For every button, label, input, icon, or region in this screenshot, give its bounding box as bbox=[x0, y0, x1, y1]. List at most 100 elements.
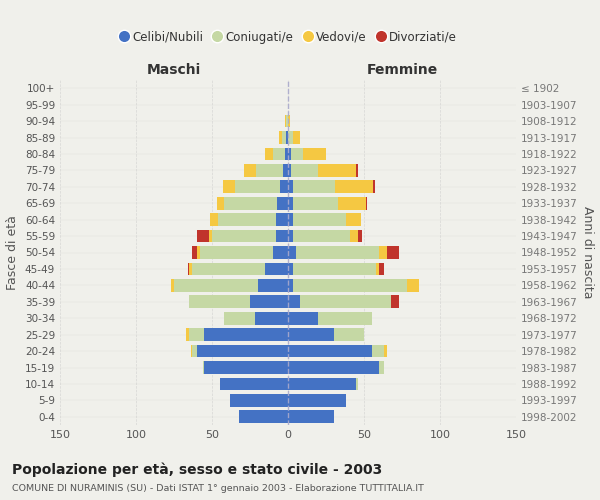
Bar bbox=[303, 148, 326, 160]
Bar bbox=[273, 148, 285, 160]
Bar bbox=[293, 213, 346, 226]
Bar bbox=[373, 180, 374, 193]
Bar bbox=[189, 328, 205, 341]
Bar bbox=[300, 296, 391, 308]
Bar bbox=[280, 180, 288, 193]
Bar bbox=[191, 344, 192, 358]
Bar bbox=[379, 246, 387, 259]
Bar bbox=[288, 410, 334, 423]
Bar bbox=[350, 230, 358, 242]
Bar bbox=[379, 361, 384, 374]
Bar bbox=[286, 114, 288, 128]
Bar bbox=[273, 246, 288, 259]
Bar bbox=[239, 410, 288, 423]
Bar bbox=[288, 197, 293, 209]
Bar bbox=[288, 279, 293, 292]
Bar bbox=[288, 378, 356, 390]
Bar bbox=[197, 246, 200, 259]
Bar bbox=[189, 296, 250, 308]
Bar bbox=[358, 230, 362, 242]
Bar bbox=[257, 279, 288, 292]
Bar bbox=[224, 197, 277, 209]
Bar bbox=[192, 344, 197, 358]
Bar bbox=[220, 378, 288, 390]
Text: Maschi: Maschi bbox=[147, 62, 201, 76]
Bar bbox=[224, 312, 254, 324]
Bar bbox=[288, 148, 291, 160]
Bar bbox=[291, 148, 303, 160]
Bar bbox=[286, 131, 288, 144]
Bar bbox=[276, 213, 288, 226]
Bar bbox=[288, 262, 293, 276]
Bar bbox=[288, 361, 379, 374]
Bar bbox=[407, 279, 419, 292]
Bar bbox=[288, 312, 319, 324]
Bar bbox=[288, 230, 293, 242]
Text: COMUNE DI NURAMINIS (SU) - Dati ISTAT 1° gennaio 2003 - Elaborazione TUTTITALIA.: COMUNE DI NURAMINIS (SU) - Dati ISTAT 1°… bbox=[12, 484, 424, 493]
Bar bbox=[288, 246, 296, 259]
Bar bbox=[293, 180, 335, 193]
Bar bbox=[291, 164, 319, 177]
Bar bbox=[256, 164, 283, 177]
Bar bbox=[250, 296, 288, 308]
Bar bbox=[296, 246, 379, 259]
Bar bbox=[235, 180, 280, 193]
Y-axis label: Fasce di età: Fasce di età bbox=[7, 215, 19, 290]
Bar bbox=[277, 197, 288, 209]
Bar bbox=[288, 328, 334, 341]
Bar bbox=[197, 230, 209, 242]
Bar bbox=[371, 344, 384, 358]
Bar bbox=[376, 262, 379, 276]
Bar bbox=[334, 328, 364, 341]
Bar bbox=[192, 246, 197, 259]
Bar bbox=[319, 164, 356, 177]
Bar bbox=[338, 197, 365, 209]
Bar bbox=[346, 213, 361, 226]
Bar bbox=[209, 230, 212, 242]
Bar bbox=[197, 344, 288, 358]
Bar bbox=[203, 361, 205, 374]
Bar bbox=[288, 394, 346, 407]
Bar bbox=[279, 131, 282, 144]
Bar bbox=[283, 164, 288, 177]
Bar bbox=[319, 312, 371, 324]
Bar bbox=[288, 114, 290, 128]
Bar bbox=[265, 148, 273, 160]
Bar bbox=[212, 230, 276, 242]
Bar bbox=[365, 197, 367, 209]
Bar bbox=[285, 148, 288, 160]
Bar bbox=[188, 262, 189, 276]
Bar bbox=[205, 328, 288, 341]
Bar bbox=[174, 279, 257, 292]
Bar bbox=[379, 262, 384, 276]
Bar bbox=[288, 213, 293, 226]
Bar bbox=[391, 296, 399, 308]
Bar bbox=[171, 279, 174, 292]
Bar bbox=[335, 180, 373, 193]
Bar bbox=[288, 296, 300, 308]
Bar bbox=[356, 378, 358, 390]
Bar bbox=[293, 230, 350, 242]
Legend: Celibi/Nubili, Coniugati/e, Vedovi/e, Divorziati/e: Celibi/Nubili, Coniugati/e, Vedovi/e, Di… bbox=[116, 28, 460, 48]
Bar bbox=[192, 262, 265, 276]
Bar bbox=[384, 344, 387, 358]
Bar bbox=[356, 164, 358, 177]
Bar bbox=[387, 246, 399, 259]
Bar bbox=[217, 197, 224, 209]
Bar bbox=[293, 279, 407, 292]
Bar bbox=[189, 262, 192, 276]
Bar bbox=[288, 180, 293, 193]
Bar bbox=[293, 262, 376, 276]
Bar bbox=[285, 114, 286, 128]
Bar bbox=[288, 344, 371, 358]
Bar bbox=[211, 213, 218, 226]
Bar bbox=[186, 328, 189, 341]
Bar bbox=[293, 131, 300, 144]
Bar bbox=[288, 131, 293, 144]
Bar bbox=[254, 312, 288, 324]
Bar bbox=[288, 164, 291, 177]
Bar bbox=[223, 180, 235, 193]
Bar bbox=[265, 262, 288, 276]
Bar bbox=[282, 131, 286, 144]
Bar bbox=[230, 394, 288, 407]
